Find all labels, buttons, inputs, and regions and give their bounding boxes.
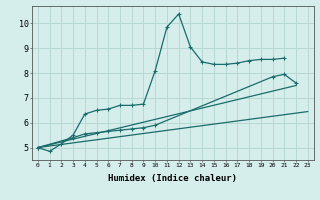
X-axis label: Humidex (Indice chaleur): Humidex (Indice chaleur) bbox=[108, 174, 237, 183]
